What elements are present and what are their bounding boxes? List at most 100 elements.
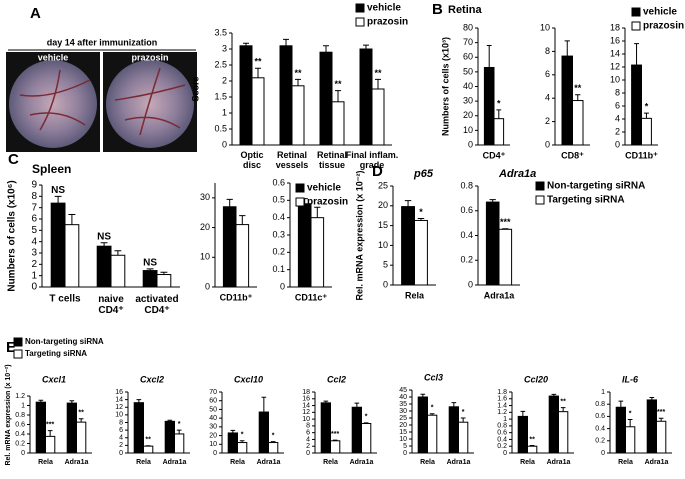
- y-tick-label: 9: [31, 180, 37, 191]
- bar: [50, 202, 66, 288]
- y-tick-label: 0: [383, 279, 388, 289]
- y-tick-label: 60: [463, 52, 473, 62]
- y-tick-label: 14: [115, 396, 123, 403]
- y-tick-label: 0: [280, 281, 285, 291]
- legend-swatch: [631, 21, 641, 31]
- y-tick-label: 25: [399, 415, 407, 422]
- y-tick-label: 10: [378, 240, 388, 250]
- y-tick-label: 8: [119, 419, 123, 426]
- y-tick-label: 35: [399, 401, 407, 408]
- error-bar: [239, 215, 246, 225]
- y-tick-label: 5: [383, 260, 388, 270]
- chart-title: Ccl20: [524, 374, 548, 384]
- significance: *: [178, 421, 181, 428]
- error-bar: [270, 441, 276, 443]
- x-tick-label: CD11b⁺: [220, 292, 253, 302]
- y-tick-label: 1.8: [497, 389, 507, 396]
- chart-title: Adra1a: [498, 168, 536, 180]
- y-tick-label: 0.6: [15, 421, 25, 428]
- y-tick-label: 0.6: [497, 430, 507, 437]
- error-bar: [354, 402, 360, 408]
- bar: [414, 219, 428, 286]
- y-tick-label: 6: [615, 100, 620, 110]
- significance: **: [529, 436, 535, 443]
- y-tick-label: 0.2: [272, 247, 285, 257]
- error-bar: [451, 402, 457, 407]
- bar: [45, 435, 56, 454]
- y-tick-label: 0: [213, 450, 217, 457]
- y-axis-label: Numbers of cells (x10³): [440, 37, 450, 136]
- y-tick-label: 0.8: [15, 412, 25, 419]
- bar: [517, 415, 529, 454]
- significance: *: [629, 410, 632, 417]
- y-tick-label: 0: [503, 450, 507, 457]
- y-tick-label: 2: [306, 443, 310, 450]
- y-tick-label: 8: [545, 46, 550, 56]
- y-tick-label: 8: [31, 191, 37, 202]
- y-tick-label: 0: [205, 281, 210, 291]
- error-bar: [146, 268, 154, 271]
- x-tick-label: Adra1a: [65, 459, 89, 466]
- bar: [561, 55, 573, 146]
- legend-swatch: [535, 195, 545, 205]
- y-tick-label: 0.8: [595, 401, 605, 408]
- significance: **: [254, 57, 262, 67]
- x-tick-label: Adra1a: [645, 459, 669, 466]
- error-bar: [486, 45, 492, 68]
- bar: [96, 245, 112, 288]
- error-bar: [332, 439, 338, 441]
- significance: *: [241, 432, 244, 439]
- y-tick-label: 1: [31, 270, 37, 281]
- y-tick-label: 14: [302, 402, 310, 409]
- bar: [493, 118, 505, 146]
- y-tick-label: 0: [468, 279, 473, 289]
- error-bar: [618, 400, 624, 408]
- y-tick-label: 12: [610, 61, 620, 71]
- bar: [279, 45, 293, 146]
- y-tick-label: 1: [503, 416, 507, 423]
- significance: ***: [46, 422, 54, 429]
- significance: **: [78, 410, 84, 417]
- bar: [485, 201, 500, 286]
- bar: [572, 100, 584, 146]
- significance: *: [497, 98, 501, 108]
- error-bar: [54, 195, 62, 204]
- legend-swatch: [355, 17, 365, 27]
- legend-label: Non-targeting siRNA: [547, 181, 645, 192]
- legend-label: Non-targeting siRNA: [25, 337, 104, 346]
- significance: **: [560, 398, 566, 405]
- x-tick-label: Adra1a: [350, 459, 374, 466]
- x-tick-label: Rela: [405, 290, 425, 300]
- x-tick-label: Adra1a: [484, 290, 516, 300]
- panel-label: A: [30, 5, 41, 22]
- y-tick-label: 20: [463, 110, 473, 120]
- y-axis-label: Rel. mRNA expression (x 10⁻²): [354, 171, 364, 301]
- y-tick-label: 5: [403, 443, 407, 450]
- bar: [110, 254, 126, 288]
- x-tick-label: Rela: [618, 459, 633, 466]
- y-tick-label: 0.4: [15, 431, 25, 438]
- error-bar: [136, 399, 142, 403]
- bar: [310, 217, 325, 288]
- y-tick-label: 0: [222, 139, 227, 149]
- y-tick-label: 8: [615, 87, 620, 97]
- bar: [164, 420, 175, 454]
- y-tick-label: 16: [115, 389, 123, 396]
- error-bar: [363, 44, 369, 49]
- error-bar: [489, 199, 496, 203]
- panel-label: B: [432, 1, 443, 18]
- y-tick-label: 50: [209, 406, 217, 413]
- error-bar: [363, 422, 369, 424]
- error-bar: [564, 40, 570, 57]
- legend-label: prazosin: [643, 21, 684, 32]
- legend-swatch: [295, 183, 305, 193]
- y-tick-label: 4: [31, 236, 37, 247]
- chart-title: Ccl2: [327, 374, 346, 384]
- bar: [142, 270, 158, 288]
- y-tick-label: 6: [545, 69, 550, 79]
- y-tick-label: 1.2: [15, 393, 25, 400]
- significance: **: [145, 437, 151, 444]
- y-tick-label: 1.5: [214, 91, 227, 101]
- vessels: [114, 67, 186, 136]
- error-bar: [634, 43, 640, 66]
